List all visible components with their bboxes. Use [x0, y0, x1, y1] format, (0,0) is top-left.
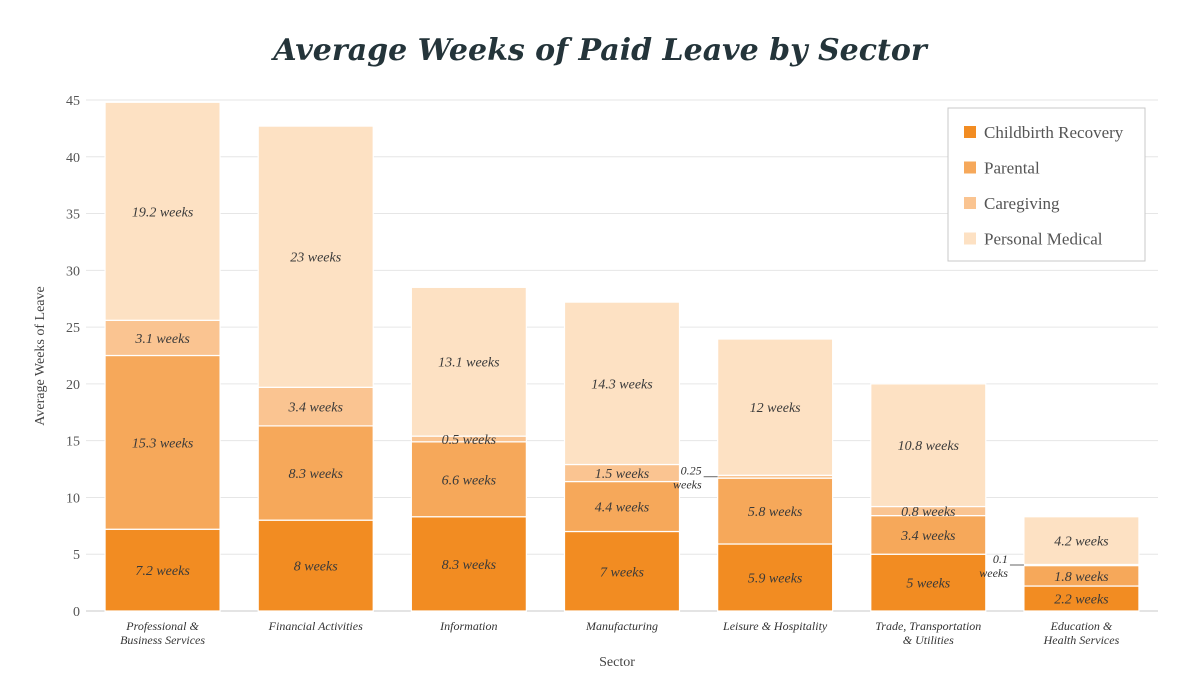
x-axis-categories: Professional &Business Services Financial… [120, 619, 1119, 647]
y-tick-label: 10 [66, 491, 80, 506]
data-label: 4.2 weeks [1054, 535, 1109, 550]
bar-segment [257, 519, 374, 612]
data-label: 0.8 weeks [901, 505, 956, 520]
data-label: 3.1 weeks [134, 332, 190, 347]
annotation-label: 0.1 [993, 552, 1008, 566]
bar-segment [563, 530, 681, 612]
data-label: 6.6 weeks [442, 473, 497, 488]
x-category-label: Professional & [125, 619, 199, 633]
legend: Childbirth Recovery Parental Caregiving Per… [947, 107, 1146, 262]
legend-label: Personal Medical [984, 230, 1103, 249]
data-label: 7.2 weeks [135, 564, 190, 579]
bar-segment [410, 441, 527, 518]
y-tick-label: 15 [66, 435, 80, 450]
legend-swatch [964, 161, 976, 174]
bar-segment [870, 383, 987, 508]
bar-segment [257, 125, 374, 388]
y-tick-label: 35 [66, 208, 80, 223]
bar-segment [257, 425, 374, 521]
data-label: 1.5 weeks [595, 467, 650, 482]
legend-label: Caregiving [984, 194, 1060, 213]
segment-labels: 7.2 weeks 15.3 weeks 3.1 weeks 19.2 weeks 8 … [132, 205, 1109, 607]
data-label: 10.8 weeks [898, 439, 960, 454]
y-tick-label: 25 [66, 321, 80, 336]
data-label: 4.4 weeks [595, 501, 650, 516]
bar-segment [257, 386, 374, 427]
bar-segment [870, 553, 987, 612]
y-tick-label: 0 [73, 605, 80, 620]
y-tick-label: 20 [66, 378, 80, 393]
x-category-label: Leisure & Hospitality [722, 619, 828, 633]
legend-swatch [964, 197, 976, 209]
data-label: 1.8 weeks [1054, 570, 1109, 585]
data-label: 3.4 weeks [287, 401, 343, 416]
y-tick-label: 40 [66, 151, 80, 166]
legend-swatch [964, 232, 976, 245]
legend-label: Parental [984, 159, 1040, 178]
x-category-label: Trade, Transportation [875, 619, 981, 633]
x-category-label: Health Services [1043, 633, 1120, 647]
data-label: 3.4 weeks [900, 529, 956, 544]
bars [104, 101, 1140, 612]
data-label: 8.3 weeks [288, 467, 343, 482]
bar-segment [563, 480, 681, 533]
data-label: 5.9 weeks [748, 572, 803, 587]
bar-segment [410, 286, 527, 437]
annotation-label: weeks [673, 478, 702, 492]
annotation-label: 0.25 [681, 464, 702, 478]
x-category-label: & Utilities [903, 633, 954, 647]
bar-segment [104, 319, 221, 357]
data-label: 2.2 weeks [1054, 593, 1109, 608]
bar-segment [563, 301, 681, 466]
data-label: 13.1 weeks [438, 356, 500, 371]
y-tick-label: 45 [66, 94, 80, 109]
data-label: 5 weeks [906, 577, 950, 592]
legend-box [947, 107, 1146, 262]
bar-segment [104, 354, 221, 530]
bar-segment [717, 338, 834, 476]
data-label: 5.8 weeks [748, 505, 803, 520]
y-tick-label: 5 [73, 548, 80, 563]
x-category-label: Financial Activities [268, 619, 363, 633]
legend-label: Childbirth Recovery [984, 123, 1124, 142]
x-category-label: Business Services [120, 633, 205, 647]
bar-segment [1023, 516, 1140, 566]
data-label: 14.3 weeks [591, 377, 653, 392]
data-label: 8 weeks [294, 560, 338, 575]
annotation-label: weeks [979, 566, 1008, 580]
bar-segment [717, 543, 834, 612]
bar-segment [104, 101, 221, 321]
data-label: 7 weeks [600, 565, 644, 580]
x-axis-title: Sector [599, 655, 635, 670]
x-category-label: Information [439, 619, 497, 633]
x-category-label: Manufacturing [585, 619, 658, 633]
data-label: 23 weeks [290, 251, 341, 266]
y-tick-label: 30 [66, 264, 80, 279]
y-axis-title: Average Weeks of Leave [33, 286, 48, 425]
data-label: 8.3 weeks [442, 558, 497, 573]
legend-swatch [964, 126, 976, 138]
chart-title: Average Weeks of Paid Leave by Sector [270, 33, 929, 68]
bar-segment [410, 516, 527, 612]
data-label: 0.5 weeks [442, 433, 497, 448]
data-label: 12 weeks [750, 401, 801, 416]
x-category-label: Education & [1050, 619, 1113, 633]
data-label: 15.3 weeks [132, 436, 194, 451]
y-axis-ticks: 0 5 10 15 20 25 30 35 40 45 [66, 94, 80, 620]
data-label: 19.2 weeks [132, 205, 194, 220]
